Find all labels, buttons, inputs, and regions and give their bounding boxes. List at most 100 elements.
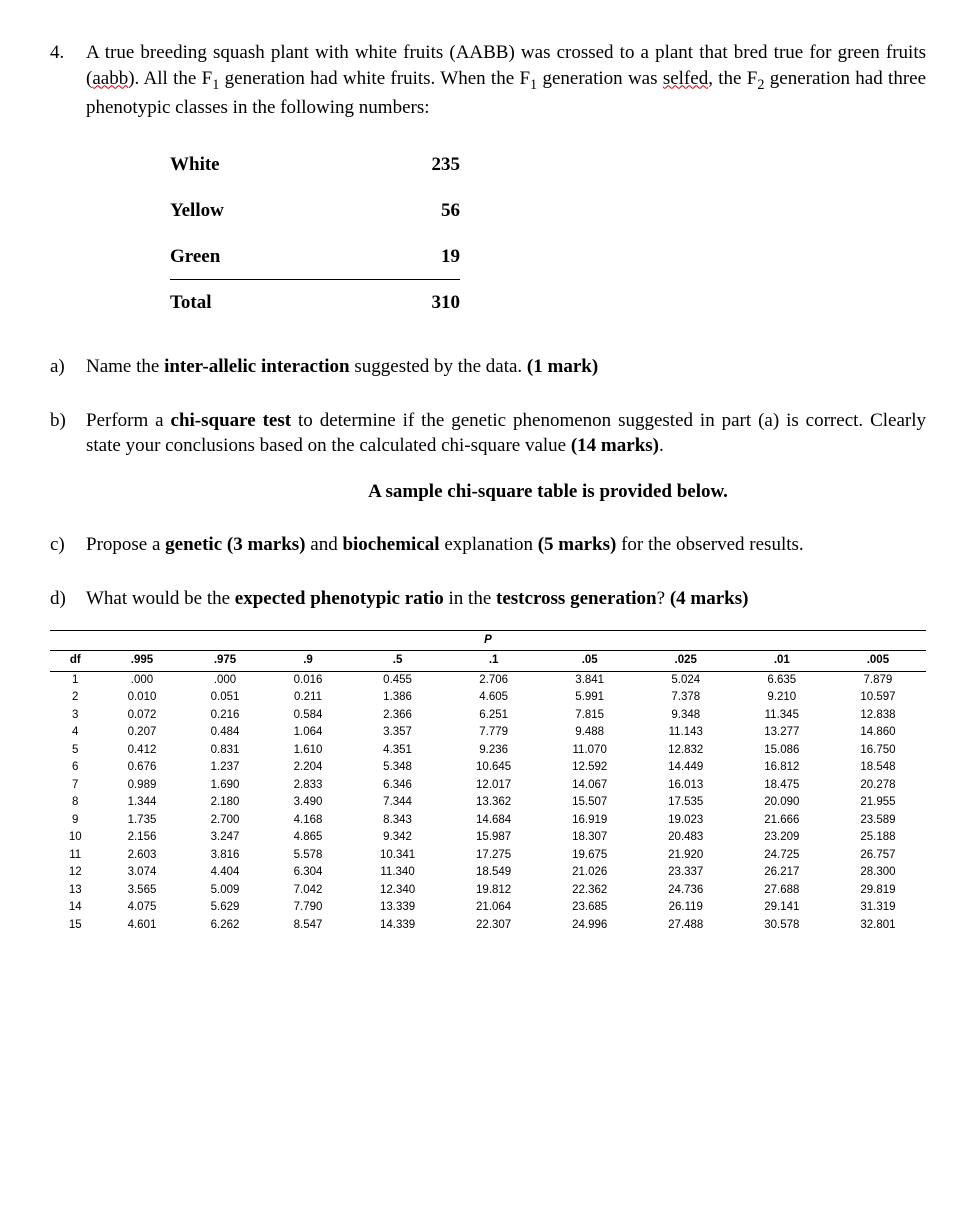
chi-cell: 0.676 [100,759,183,777]
chi-p-label: P [50,630,926,651]
chi-cell: 3.841 [542,671,638,689]
part-a-text: Name the inter-allelic interaction sugge… [86,354,926,380]
chi-cell: 31.319 [830,899,926,917]
chi-cell: 0.207 [100,724,183,742]
chi-cell: 22.307 [446,917,542,935]
chi-cell: 0.051 [184,689,267,707]
chi-cell: 27.688 [734,882,830,900]
chi-cell: 2.180 [184,794,267,812]
chi-header-cell: .995 [100,651,183,672]
chi-df-cell: 13 [50,882,100,900]
chi-cell: 2.204 [267,759,350,777]
phenotype-row: Total310 [170,280,460,326]
question-4: 4. A true breeding squash plant with whi… [50,40,926,120]
chi-cell: 10.341 [350,847,446,865]
chi-cell: 18.307 [542,829,638,847]
phenotype-value: 235 [390,142,460,188]
chi-cell: 24.736 [638,882,734,900]
part-a-letter: a) [50,354,72,380]
chi-cell: .000 [184,671,267,689]
chi-cell: 25.188 [830,829,926,847]
part-a: a) Name the inter-allelic interaction su… [50,354,926,380]
chi-cell: 5.009 [184,882,267,900]
chi-cell: 1.735 [100,812,183,830]
chi-cell: 20.278 [830,777,926,795]
chi-df-cell: 5 [50,742,100,760]
chi-cell: 12.017 [446,777,542,795]
chi-cell: 19.675 [542,847,638,865]
chi-cell: 9.348 [638,707,734,725]
chi-cell: 4.601 [100,917,183,935]
chi-cell: 5.024 [638,671,734,689]
phenotype-value: 56 [390,188,460,234]
chi-cell: 4.865 [267,829,350,847]
chi-cell: 5.348 [350,759,446,777]
chi-cell: 14.449 [638,759,734,777]
phenotype-label: Total [170,280,390,326]
chi-cell: 9.236 [446,742,542,760]
chi-cell: 7.790 [267,899,350,917]
chi-cell: 10.645 [446,759,542,777]
chi-cell: 17.275 [446,847,542,865]
chi-cell: 23.685 [542,899,638,917]
chi-cell: 1.386 [350,689,446,707]
chi-cell: 4.351 [350,742,446,760]
chi-cell: 0.216 [184,707,267,725]
chi-row: 112.6033.8165.57810.34117.27519.67521.92… [50,847,926,865]
chi-cell: 5.578 [267,847,350,865]
chi-cell: 16.013 [638,777,734,795]
chi-header-cell: .975 [184,651,267,672]
part-d-text: What would be the expected phenotypic ra… [86,586,926,612]
chi-cell: 4.605 [446,689,542,707]
chi-cell: 24.996 [542,917,638,935]
chi-cell: 5.991 [542,689,638,707]
chi-cell: 0.010 [100,689,183,707]
chi-cell: 7.879 [830,671,926,689]
chi-cell: 23.209 [734,829,830,847]
chi-cell: 12.838 [830,707,926,725]
chi-cell: 16.812 [734,759,830,777]
chi-cell: 7.378 [638,689,734,707]
part-c-text: Propose a genetic (3 marks) and biochemi… [86,532,926,558]
chi-cell: 14.860 [830,724,926,742]
chi-row: 123.0744.4046.30411.34018.54921.02623.33… [50,864,926,882]
chi-cell: 21.920 [638,847,734,865]
chi-df-cell: 9 [50,812,100,830]
chi-cell: 1.344 [100,794,183,812]
chi-cell: 0.484 [184,724,267,742]
chi-note: A sample chi-square table is provided be… [170,479,926,505]
chi-cell: .000 [100,671,183,689]
chi-cell: 0.412 [100,742,183,760]
chi-row: 30.0720.2160.5842.3666.2517.8159.34811.3… [50,707,926,725]
chi-df-cell: 3 [50,707,100,725]
chi-cell: 13.362 [446,794,542,812]
chi-cell: 8.343 [350,812,446,830]
chi-header-cell: df [50,651,100,672]
chi-cell: 9.342 [350,829,446,847]
chi-cell: 1.237 [184,759,267,777]
chi-cell: 7.779 [446,724,542,742]
chi-cell: 19.812 [446,882,542,900]
chi-cell: 14.339 [350,917,446,935]
part-b: b) Perform a chi-square test to determin… [50,408,926,459]
chi-cell: 7.042 [267,882,350,900]
chi-cell: 26.217 [734,864,830,882]
chi-cell: 5.629 [184,899,267,917]
chi-cell: 15.086 [734,742,830,760]
chi-cell: 2.366 [350,707,446,725]
chi-cell: 6.304 [267,864,350,882]
chi-cell: 2.156 [100,829,183,847]
phenotype-row: White235 [170,142,460,188]
chi-cell: 14.067 [542,777,638,795]
chi-cell: 20.090 [734,794,830,812]
phenotype-row: Yellow56 [170,188,460,234]
chi-header-cell: .5 [350,651,446,672]
chi-cell: 0.831 [184,742,267,760]
chi-cell: 18.548 [830,759,926,777]
chi-df-cell: 8 [50,794,100,812]
chi-cell: 7.344 [350,794,446,812]
part-b-letter: b) [50,408,72,459]
chi-cell: 21.666 [734,812,830,830]
chi-cell: 15.507 [542,794,638,812]
chi-df-cell: 10 [50,829,100,847]
